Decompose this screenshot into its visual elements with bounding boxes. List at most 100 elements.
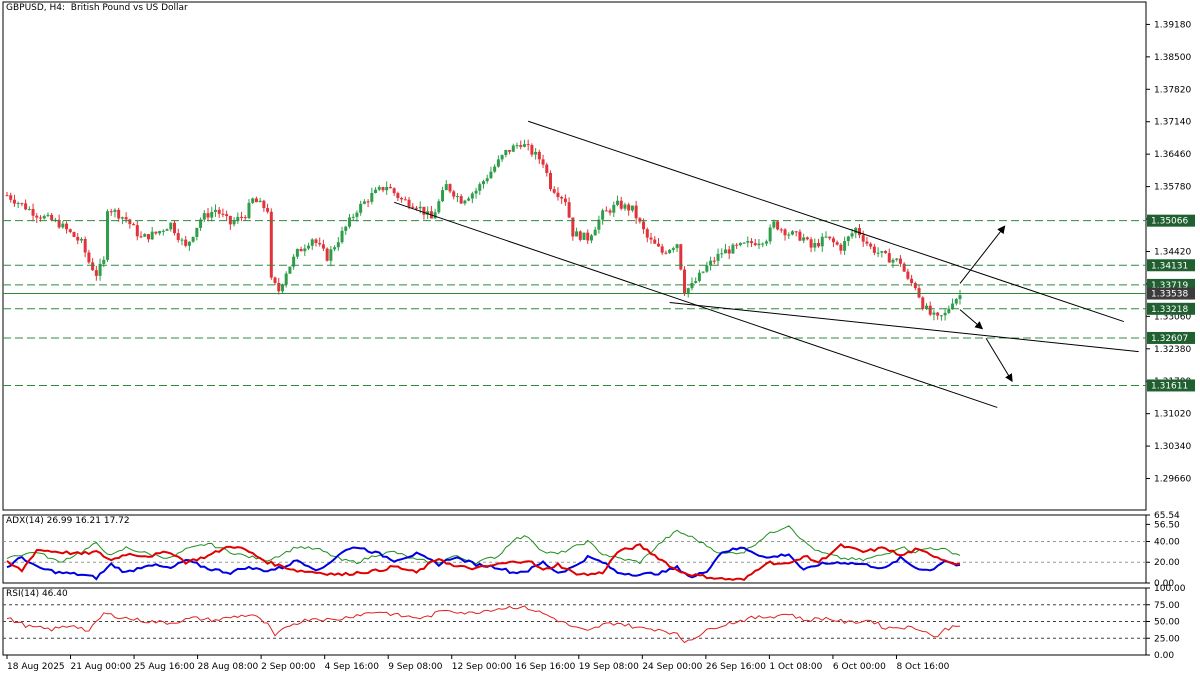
level-label: 1.33538 — [1151, 290, 1188, 300]
candle-body — [94, 270, 98, 276]
candle — [750, 238, 754, 248]
candle-body — [5, 195, 9, 197]
candle-body — [671, 248, 675, 250]
candle — [932, 309, 936, 321]
candle — [366, 199, 370, 208]
candle-body — [414, 207, 418, 209]
candle-body — [735, 244, 739, 246]
candle — [336, 236, 340, 251]
candle — [746, 236, 750, 248]
candle — [910, 274, 914, 287]
candle — [422, 206, 426, 220]
candle — [333, 245, 337, 252]
candle-body — [716, 253, 720, 261]
candle-body — [65, 223, 69, 230]
candle-body — [139, 236, 143, 238]
candle-body — [831, 238, 835, 243]
candle — [232, 217, 236, 227]
candle-body — [835, 242, 839, 245]
candle — [530, 143, 534, 157]
candle-body — [924, 305, 928, 309]
candle — [50, 212, 54, 222]
candle — [340, 226, 344, 244]
candle — [549, 170, 553, 192]
candle-body — [87, 252, 91, 263]
candle-body — [556, 192, 560, 198]
rsi-y-tick-label: 100.00 — [1154, 584, 1186, 594]
candle-body — [954, 299, 958, 304]
candle-body — [616, 200, 620, 205]
candle-body — [783, 229, 787, 236]
candle — [727, 245, 731, 260]
candle-body — [601, 210, 605, 220]
candle-body — [370, 193, 374, 202]
candle — [697, 269, 701, 283]
candle-body — [213, 209, 217, 212]
candle — [884, 250, 888, 254]
candle — [206, 208, 210, 222]
candle-body — [292, 256, 296, 267]
candle-body — [880, 251, 884, 253]
candle-body — [638, 218, 642, 222]
candle — [94, 265, 98, 281]
candle-body — [169, 222, 173, 230]
candle — [277, 277, 281, 295]
candle-body — [381, 187, 385, 191]
candle — [217, 207, 221, 218]
candle-body — [500, 155, 504, 160]
level-label-box — [1147, 287, 1195, 300]
candle-body — [686, 288, 690, 295]
candle — [958, 290, 962, 305]
candle-body — [176, 233, 180, 240]
candle — [906, 268, 910, 281]
candle-body — [16, 203, 20, 205]
candle-body — [794, 231, 798, 233]
candle-body — [645, 229, 649, 238]
candle — [109, 208, 113, 216]
candle — [921, 296, 925, 311]
adx-y-tick-label: 65.54 — [1154, 511, 1180, 521]
candle — [649, 232, 653, 244]
candle — [802, 233, 806, 244]
candle — [374, 187, 378, 194]
adx-y-tick-label: 56.50 — [1154, 520, 1180, 530]
candle-body — [202, 213, 206, 220]
candle-body — [154, 231, 158, 234]
candle — [913, 281, 917, 291]
candle-body — [124, 217, 128, 220]
candle-body — [928, 305, 932, 315]
candle-body — [805, 237, 809, 240]
candle — [656, 237, 660, 248]
candle-body — [846, 236, 850, 242]
candle — [362, 199, 366, 205]
candle-body — [426, 211, 430, 215]
candle — [9, 192, 13, 203]
candle-body — [653, 239, 657, 244]
candle — [61, 220, 65, 229]
candle — [943, 308, 947, 321]
candle — [612, 201, 616, 218]
candle — [213, 204, 217, 217]
candle — [817, 238, 821, 248]
candle — [560, 195, 564, 204]
x-tick-label: 16 Sep 16:00 — [515, 662, 575, 672]
x-tick-label: 18 Aug 2025 — [7, 662, 65, 672]
candle — [939, 314, 943, 321]
candle — [20, 202, 24, 207]
adx-series-minus_di — [6, 542, 961, 582]
candle — [184, 235, 188, 248]
candle-body — [843, 241, 847, 251]
y-tick-label: 1.38500 — [1154, 53, 1191, 63]
candle — [623, 202, 627, 211]
candle-body — [351, 216, 355, 218]
panel-frame-2 — [2, 514, 1147, 584]
candle — [843, 236, 847, 255]
candle-body — [467, 198, 471, 201]
candle-body — [813, 243, 817, 248]
candle-body — [567, 202, 571, 218]
candle-body — [790, 231, 794, 235]
candle — [124, 212, 128, 223]
candle — [5, 191, 9, 197]
